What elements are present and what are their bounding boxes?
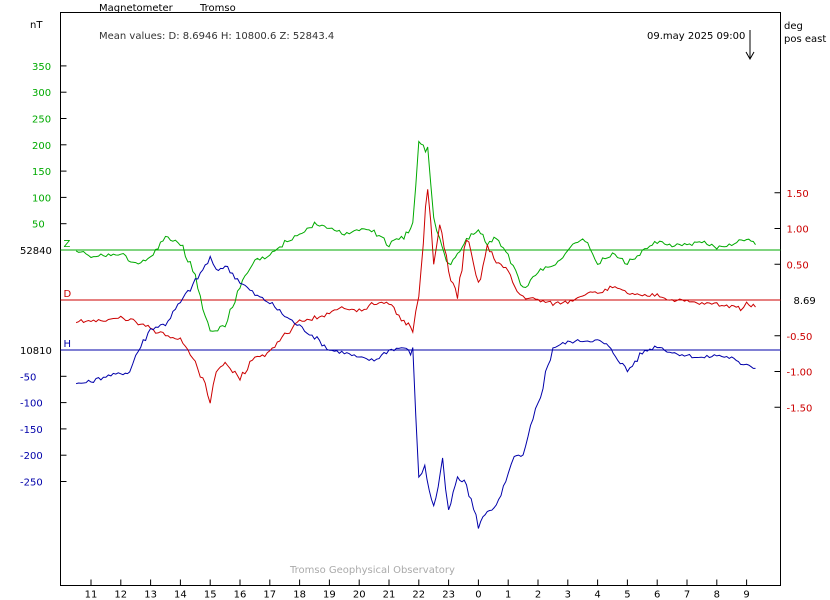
d-axis-tick-label: 1.00: [787, 225, 809, 236]
series-line-h: [75, 254, 756, 529]
d-axis-tick-label: 0.50: [787, 260, 809, 271]
baseline-label-d: D: [64, 289, 72, 300]
x-tick-label: 14: [174, 590, 187, 600]
x-tick-label: 13: [144, 590, 157, 600]
right-axis-unit-direction: pos east: [784, 34, 826, 45]
mean-values: Mean values: D: 8.6946 H: 10800.6 Z: 528…: [99, 31, 334, 42]
d-axis-tick-label: -1.50: [787, 403, 813, 414]
d-axis-tick-label: -0.50: [787, 332, 813, 343]
x-tick-label: 5: [624, 590, 630, 600]
x-tick-label: 12: [114, 590, 127, 600]
right-axis-unit-deg: deg: [784, 21, 803, 32]
x-tick-label: 2: [535, 590, 541, 600]
z-axis-tick-label: 250: [32, 115, 51, 126]
x-tick-label: 4: [594, 590, 600, 600]
d-axis-tick-label: -1.00: [787, 368, 813, 379]
x-tick-label: 22: [412, 590, 425, 600]
plot-frame: [60, 12, 781, 586]
z-axis-tick-label: 200: [32, 141, 51, 152]
series-line-d: [75, 189, 756, 404]
series-line-z: [75, 140, 756, 332]
station-name: Tromso: [199, 3, 236, 14]
z-axis-tick-label: 100: [32, 193, 51, 204]
left-axis-unit: nT: [30, 20, 43, 31]
x-tick-label: 21: [383, 590, 396, 600]
z-axis-tick-label: 350: [32, 62, 51, 73]
z-base-label: 52840: [20, 246, 52, 257]
h-axis-tick-label: -150: [20, 425, 43, 436]
h-axis-tick-label: -100: [20, 399, 43, 410]
h-axis-tick-label: -250: [20, 478, 43, 489]
h-base-label: 10810: [20, 346, 52, 357]
x-tick-label: 9: [743, 590, 749, 600]
h-axis-tick-label: -50: [20, 372, 36, 383]
z-axis-tick-label: 150: [32, 167, 51, 178]
z-axis-tick-label: 300: [32, 88, 51, 99]
observatory-credit: Tromso Geophysical Observatory: [289, 565, 455, 576]
x-tick-label: 15: [204, 590, 217, 600]
x-tick-label: 8: [714, 590, 720, 600]
x-tick-label: 16: [234, 590, 247, 600]
baseline-label-h: H: [64, 339, 72, 350]
d-axis-tick-label: 1.50: [787, 189, 809, 200]
chart-title: Magnetometer: [99, 3, 174, 14]
timestamp: 09.may 2025 09:00: [647, 31, 745, 42]
x-tick-label: 18: [293, 590, 306, 600]
x-tick-label: 20: [353, 590, 366, 600]
z-axis-tick-label: 50: [32, 220, 45, 231]
x-tick-label: 3: [565, 590, 571, 600]
x-tick-label: 0: [475, 590, 481, 600]
down-arrow-icon: [745, 30, 755, 61]
d-current-value: 8.69: [794, 296, 816, 307]
h-axis-tick-label: -200: [20, 451, 43, 462]
x-tick-label: 11: [85, 590, 98, 600]
x-tick-label: 6: [654, 590, 660, 600]
x-tick-label: 7: [684, 590, 690, 600]
x-tick-label: 1: [505, 590, 511, 600]
x-tick-label: 19: [323, 590, 336, 600]
baseline-label-z: Z: [64, 239, 71, 250]
x-tick-label: 17: [263, 590, 276, 600]
x-tick-label: 23: [442, 590, 455, 600]
